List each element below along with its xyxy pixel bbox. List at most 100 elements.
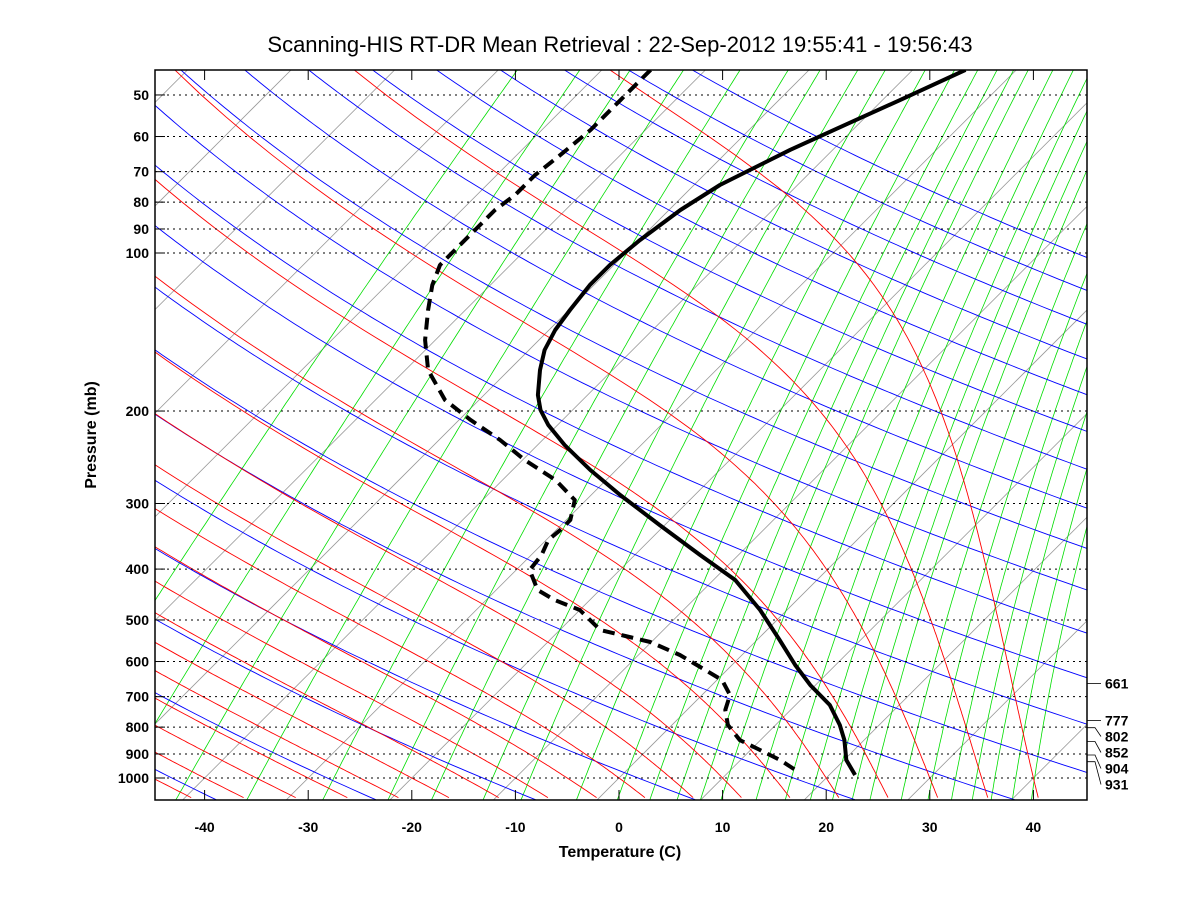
mixing-ratio-line: [1012, 466, 1087, 800]
dry-adiabat-line: [155, 349, 1087, 773]
y-tick-label: 900: [126, 746, 150, 762]
y-tick-label: 400: [126, 561, 150, 577]
dry-adiabat-line: [371, 70, 1087, 432]
x-tick-label: 10: [715, 819, 731, 835]
mixing-ratio-line: [617, 70, 956, 800]
isotherm-line: [493, 205, 1087, 800]
y-tick-label: 70: [133, 164, 149, 180]
isotherm-line: [155, 70, 292, 207]
dry-adiabat-line: [691, 70, 1087, 258]
moist-adiabat-line: [155, 641, 450, 798]
x-tick-label: -20: [402, 819, 422, 835]
x-tick-label: -30: [298, 819, 318, 835]
moist-adiabat-line: [155, 178, 889, 798]
mixing-ratio-line: [175, 70, 631, 800]
isotherm-line: [804, 516, 1087, 800]
moist-adiabat-line: [0, 44, 86, 798]
profiles: [423, 70, 967, 777]
moist-adiabat-line: [155, 464, 694, 798]
mixing-ratio-line: [155, 70, 518, 602]
isotherm-line: [155, 70, 499, 414]
dry-adiabat-line: [155, 692, 376, 800]
moist-adiabat-line: [174, 70, 939, 798]
dry-adiabat-line: [155, 225, 1087, 679]
mixing-ratio-line: [832, 109, 1087, 800]
y-axis-label: Pressure (mb): [83, 381, 100, 489]
moist-adiabat-line: [155, 413, 742, 798]
mixing-ratio-line: [869, 169, 1087, 800]
mixing-ratio-line: [387, 70, 789, 800]
x-tick-label: 0: [615, 819, 623, 835]
x-tick-label: 40: [1026, 819, 1042, 835]
mixing-ratio-line: [755, 70, 1054, 800]
pressure-level-label: 931: [1105, 776, 1129, 792]
y-tick-label: 800: [126, 719, 150, 735]
isotherm-line: [155, 70, 188, 103]
axis-ticks: 5060708090100200300400500600700800900100…: [118, 70, 1042, 835]
y-tick-label: 700: [126, 689, 150, 705]
y-tick-label: 200: [126, 403, 150, 419]
x-axis-label: Temperature (C): [559, 844, 681, 861]
mixing-ratio-line: [520, 70, 886, 800]
x-tick-label: 20: [818, 819, 834, 835]
mixing-ratio-line: [927, 272, 1087, 800]
moist-adiabat-line: [155, 580, 549, 798]
mixing-ratio-line: [431, 70, 821, 800]
moist-adiabat-line: [155, 724, 296, 799]
dry-adiabat-line: [435, 70, 1087, 396]
dry-adiabat-line: [244, 70, 1087, 509]
dry-adiabat-line: [155, 104, 1087, 591]
dry-adiabat-line: [563, 70, 1087, 325]
moist-adiabat-line: [155, 751, 244, 799]
mixing-ratio-line: [900, 222, 1087, 800]
dry-adiabat-line: [180, 70, 1087, 549]
mixing-ratio-line: [851, 140, 1087, 800]
mixing-ratio-line: [482, 70, 859, 800]
y-tick-label: 90: [133, 221, 149, 237]
pressure-level-leader-line: [1087, 727, 1102, 737]
moist-adiabat-line: [155, 612, 499, 798]
mixing-ratio-line: [700, 70, 1015, 800]
pressure-level-leader-line: [1087, 761, 1102, 785]
dry-adiabat-line: [499, 70, 1087, 360]
mixing-ratio-line: [322, 70, 741, 800]
mixing-ratio-line: [720, 70, 1029, 800]
pressure-gridlines: [155, 94, 1087, 779]
mixing-ratio-line: [810, 77, 1087, 800]
mixing-ratio-line: [951, 319, 1087, 800]
mixing-ratio-line: [576, 70, 926, 800]
moist-adiabat-line: [155, 508, 646, 798]
y-tick-label: 80: [133, 194, 149, 210]
y-tick-label: 1000: [118, 770, 149, 786]
moist-adiabat-line: [155, 351, 791, 798]
pressure-level-leader-line: [1087, 741, 1102, 753]
isotherm-line: [155, 70, 810, 725]
moist-adiabat-line: [155, 670, 399, 799]
moist-adiabat-line: [353, 70, 989, 798]
pressure-level-label: 661: [1105, 676, 1129, 692]
mixing-ratio-line: [990, 410, 1087, 800]
dewpoint-profile-line: [423, 70, 802, 775]
isotherm-line: [155, 70, 396, 311]
isotherm-line: [700, 413, 1087, 800]
y-tick-label: 50: [133, 87, 149, 103]
chart-title: Scanning-HIS RT-DR Mean Retrieval : 22-S…: [267, 32, 972, 57]
moist-adiabat-line: [0, 44, 139, 798]
pressure-level-leader-line: [1087, 754, 1102, 769]
y-tick-label: 300: [126, 495, 150, 511]
y-tick-label: 60: [133, 129, 149, 145]
mixing-ratio-line: [155, 70, 581, 725]
mixing-ratio-line: [971, 365, 1087, 800]
pressure-level-label: 802: [1105, 728, 1129, 744]
x-tick-label: -10: [505, 819, 525, 835]
isotherm-line: [155, 70, 603, 518]
mixing-ratio-line: [1031, 524, 1087, 800]
mixing-ratio-line: [649, 70, 979, 800]
dry-adiabat-line: [627, 70, 1087, 291]
x-tick-label: -40: [194, 819, 214, 835]
pressure-level-label: 904: [1105, 760, 1129, 776]
mixing-ratio-line: [784, 70, 1074, 800]
mixing-ratio-line: [246, 70, 685, 800]
dry-adiabat-line: [155, 479, 856, 800]
